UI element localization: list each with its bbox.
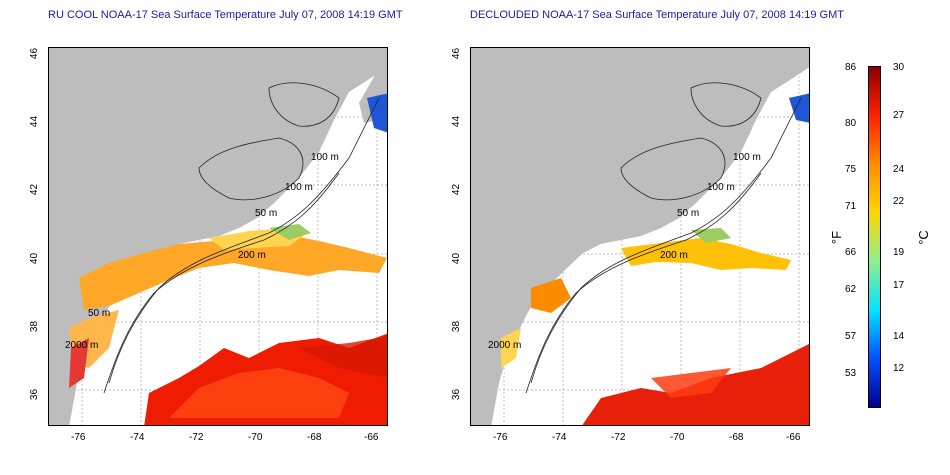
lat-tick-label: 40 xyxy=(29,252,41,265)
lon-tick-label: -72 xyxy=(189,432,204,443)
contour-label: 100 m xyxy=(733,152,761,163)
fahrenheit-tick: 66 xyxy=(845,247,857,258)
contour-label: 2000 m xyxy=(488,340,522,351)
fahrenheit-tick: 80 xyxy=(845,118,857,129)
sst-map-declouded[interactable] xyxy=(470,47,810,426)
panel-1-title: RU COOL NOAA-17 Sea Surface Temperature … xyxy=(48,9,403,21)
celsius-tick: 22 xyxy=(893,196,905,207)
lon-tick-label: -66 xyxy=(786,432,801,443)
celsius-unit-label: °C xyxy=(915,230,931,245)
celsius-tick: 30 xyxy=(893,62,905,73)
contour-label: 100 m xyxy=(285,182,313,193)
contour-label: 100 m xyxy=(707,182,735,193)
fahrenheit-tick: 62 xyxy=(845,284,857,295)
lon-tick-label: -74 xyxy=(130,432,145,443)
lat-tick-label: 42 xyxy=(451,183,463,196)
fahrenheit-tick: 71 xyxy=(845,201,857,212)
lon-tick-label: -70 xyxy=(670,432,685,443)
celsius-tick: 17 xyxy=(893,280,905,291)
lat-tick-label: 40 xyxy=(451,252,463,265)
fahrenheit-unit-label: °F xyxy=(829,230,845,245)
contour-label: 50 m xyxy=(255,208,278,219)
temperature-colorbar xyxy=(868,66,881,408)
fahrenheit-tick: 57 xyxy=(845,331,857,342)
celsius-tick: 27 xyxy=(893,110,905,121)
panel-2-title: DECLOUDED NOAA-17 Sea Surface Temperatur… xyxy=(470,9,844,21)
contour-label: 50 m xyxy=(88,308,111,319)
lon-tick-label: -72 xyxy=(611,432,626,443)
contour-label: 100 m xyxy=(311,152,339,163)
contour-label: 2000 m xyxy=(65,340,99,351)
contour-label: 200 m xyxy=(660,250,688,261)
lon-tick-label: -74 xyxy=(552,432,567,443)
lat-tick-label: 36 xyxy=(29,388,41,401)
fahrenheit-tick: 75 xyxy=(845,164,857,175)
celsius-tick: 14 xyxy=(893,331,905,342)
celsius-tick: 12 xyxy=(893,363,905,374)
lon-tick-label: -70 xyxy=(248,432,263,443)
celsius-tick: 19 xyxy=(893,247,905,258)
celsius-tick: 24 xyxy=(893,164,905,175)
lat-tick-label: 36 xyxy=(451,388,463,401)
lon-tick-label: -68 xyxy=(729,432,744,443)
contour-label: 200 m xyxy=(238,250,266,261)
lat-tick-label: 46 xyxy=(29,47,41,60)
contour-label: 50 m xyxy=(677,208,700,219)
fahrenheit-tick: 86 xyxy=(845,62,857,73)
lat-tick-label: 38 xyxy=(29,320,41,333)
lon-tick-label: -68 xyxy=(307,432,322,443)
lat-tick-label: 44 xyxy=(29,115,41,128)
sst-map-raw[interactable] xyxy=(48,47,388,426)
lon-tick-label: -66 xyxy=(364,432,379,443)
lat-tick-label: 46 xyxy=(451,47,463,60)
lat-tick-label: 44 xyxy=(451,115,463,128)
lon-tick-label: -76 xyxy=(71,432,86,443)
lat-tick-label: 42 xyxy=(29,183,41,196)
lon-tick-label: -76 xyxy=(493,432,508,443)
lat-tick-label: 38 xyxy=(451,320,463,333)
fahrenheit-tick: 53 xyxy=(845,368,857,379)
